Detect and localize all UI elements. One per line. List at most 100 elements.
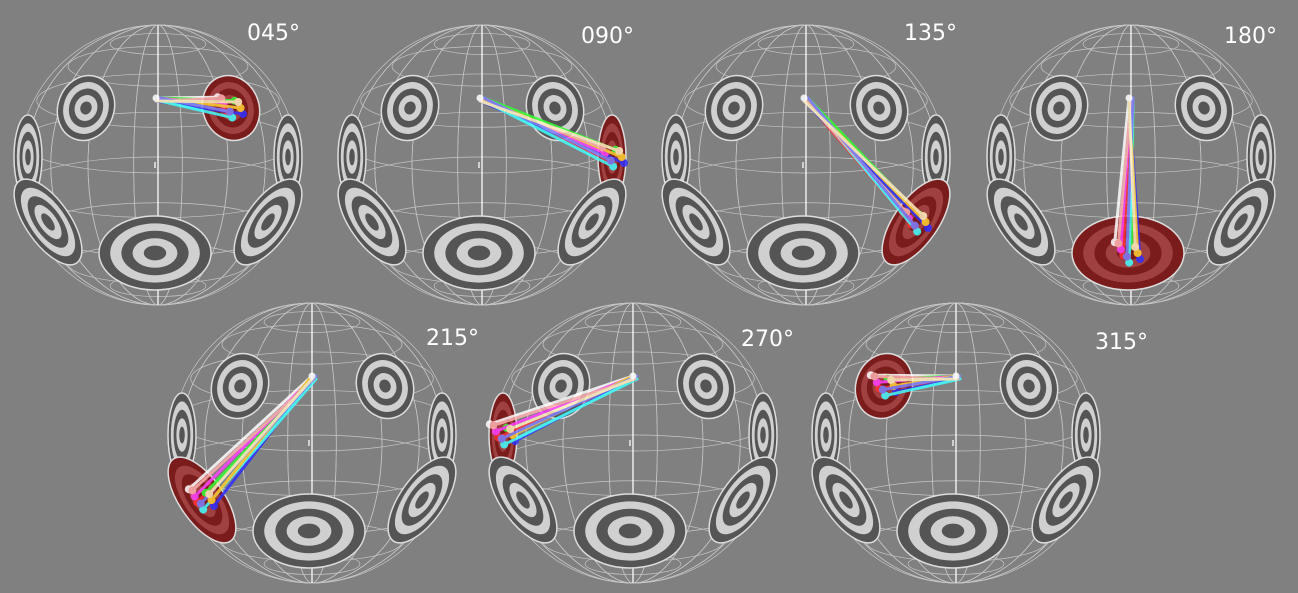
target-ring xyxy=(618,523,642,539)
target-bottom xyxy=(98,215,212,291)
trajectory-endpoint xyxy=(234,98,243,106)
panel-180: 180° xyxy=(986,24,1277,306)
target-upper-left xyxy=(56,74,116,142)
target-right xyxy=(921,114,951,200)
trajectory-endpoint xyxy=(506,425,515,433)
target-ring xyxy=(1258,148,1264,166)
panel-group: 045° 090° 135° 180° 215° 270° 315° xyxy=(13,21,1277,584)
target-ring xyxy=(516,491,530,509)
sphere-090 xyxy=(337,24,628,306)
target-left xyxy=(811,392,841,478)
trajectory-group xyxy=(152,93,247,122)
target-ring xyxy=(1234,213,1248,231)
trajectory-group xyxy=(800,94,932,236)
target-ring xyxy=(998,148,1004,166)
trajectory-line xyxy=(502,377,639,447)
target-upper-left xyxy=(1029,74,1089,142)
target-ring xyxy=(80,101,92,115)
target-upper-right xyxy=(1174,74,1234,142)
sphere-315 xyxy=(811,302,1101,584)
target-lower-right xyxy=(387,456,457,544)
target-upper-left xyxy=(210,352,270,420)
target-ring xyxy=(760,426,766,444)
trajectory-endpoint xyxy=(500,440,509,449)
angle-label-045: 045° xyxy=(247,21,300,46)
trajectory-endpoint xyxy=(225,107,234,116)
trajectory-endpoint xyxy=(1116,245,1125,254)
target-ring xyxy=(234,379,246,393)
trajectory-line xyxy=(1127,99,1137,249)
target-lower-right xyxy=(1206,178,1276,266)
target-ring xyxy=(41,213,55,231)
target-ring xyxy=(349,148,355,166)
trajectory-group xyxy=(476,94,628,171)
target-ring xyxy=(179,426,185,444)
trajectory-endpoint xyxy=(199,505,208,514)
target-lower-left xyxy=(661,178,731,266)
target-ring xyxy=(873,101,885,115)
start-point xyxy=(152,94,160,102)
trajectory-group xyxy=(184,372,318,514)
trajectory-endpoint xyxy=(228,113,237,122)
trajectory-endpoint xyxy=(1133,249,1142,257)
sphere-215 xyxy=(167,302,457,584)
angle-label-090: 090° xyxy=(581,24,634,49)
target-lower-right xyxy=(557,178,627,266)
target-ring xyxy=(1023,379,1035,393)
panel-135: 135° xyxy=(661,21,957,306)
target-ring xyxy=(1198,101,1210,115)
trajectory-line xyxy=(1125,96,1135,259)
target-upper-left xyxy=(380,74,440,142)
start-point xyxy=(800,94,808,102)
trajectory-endpoint xyxy=(207,496,216,504)
target-ring xyxy=(439,426,445,444)
target-left xyxy=(661,114,691,200)
trajectory-endpoint xyxy=(615,147,624,155)
trajectory-endpoint xyxy=(872,378,881,387)
target-lower-right xyxy=(708,456,778,544)
trajectory-endpoint xyxy=(609,162,618,171)
trajectory-group xyxy=(485,372,639,449)
trajectory-endpoint xyxy=(620,159,628,167)
trajectory-group xyxy=(866,371,962,400)
target-ring xyxy=(549,101,561,115)
trajectory-endpoint xyxy=(497,434,506,443)
target-ring xyxy=(379,379,391,393)
target-bottom xyxy=(896,493,1010,569)
target-ring xyxy=(673,148,679,166)
target-left xyxy=(986,114,1016,200)
target-ring xyxy=(933,148,939,166)
target-bottom xyxy=(746,215,860,291)
trajectory-line xyxy=(1113,96,1131,244)
target-ring xyxy=(1014,213,1028,231)
target-right xyxy=(427,392,457,478)
target-ring xyxy=(823,426,829,444)
trajectory-endpoint xyxy=(913,227,922,236)
target-upper-left xyxy=(704,74,764,142)
sphere-045 xyxy=(13,24,303,306)
trajectory-line xyxy=(187,374,314,491)
trajectory-endpoint xyxy=(919,212,928,220)
trajectory-endpoint xyxy=(617,153,626,161)
trajectory-line xyxy=(478,99,621,153)
angle-label-135: 135° xyxy=(904,21,957,46)
sphere-180 xyxy=(986,24,1276,306)
target-bottom xyxy=(252,493,366,569)
target-ring xyxy=(700,379,712,393)
target-right xyxy=(273,114,303,200)
trajectory-endpoint xyxy=(188,486,197,495)
target-ring xyxy=(585,213,599,231)
target-bottom xyxy=(573,493,687,569)
sphere-135 xyxy=(661,24,951,306)
target-ring xyxy=(415,491,429,509)
panel-090: 090° xyxy=(337,24,634,306)
sphere-270 xyxy=(485,302,778,584)
trajectory-line xyxy=(158,99,234,120)
trajectory-endpoint xyxy=(236,104,245,112)
target-ring xyxy=(941,523,965,539)
trajectory-endpoint xyxy=(205,490,214,498)
trajectory-endpoint xyxy=(878,385,887,394)
angle-label-180: 180° xyxy=(1224,24,1277,49)
target-upper-right xyxy=(999,352,1059,420)
target-lower-left xyxy=(13,178,83,266)
